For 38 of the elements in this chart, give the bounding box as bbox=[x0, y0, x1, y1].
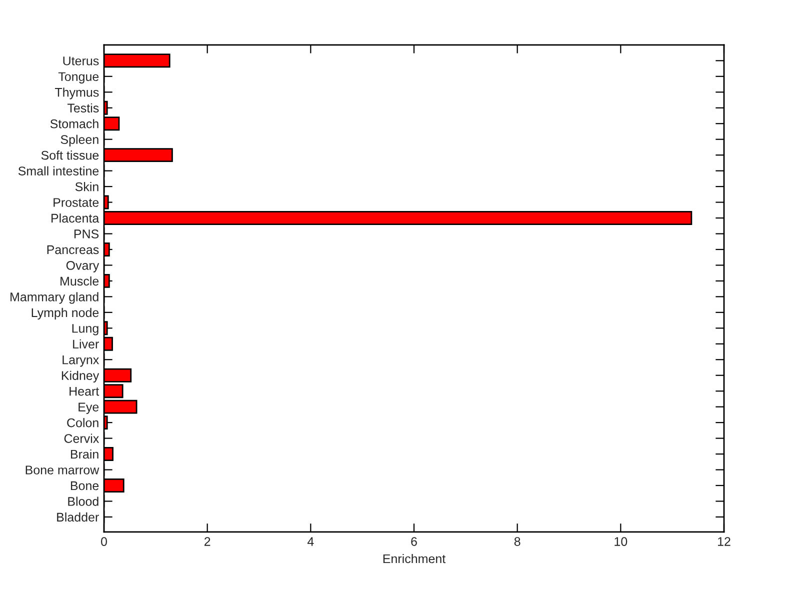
y-tick-label: Kidney bbox=[62, 370, 100, 382]
y-tick-label: Soft tissue bbox=[41, 150, 99, 160]
y-tick-label: Cervix bbox=[64, 434, 100, 443]
y-tick-label: Small intestine bbox=[18, 166, 99, 176]
x-tick-label: 0 bbox=[101, 537, 107, 546]
y-tick-label: Lymph node bbox=[32, 308, 99, 320]
y-tick-label: Liver bbox=[73, 339, 99, 349]
x-tick-label: 4 bbox=[307, 537, 314, 546]
x-tick-label: 12 bbox=[718, 537, 730, 546]
y-tick-label: Bone marrow bbox=[26, 466, 100, 474]
x-tick-label: 6 bbox=[411, 537, 417, 546]
y-tick-label: PNS bbox=[74, 230, 99, 238]
y-tick-label: Uterus bbox=[63, 56, 99, 66]
y-tick-label: Spleen bbox=[60, 134, 98, 146]
x-axis-title: Enrichment bbox=[383, 554, 446, 564]
y-tick-label: Thymus bbox=[54, 88, 99, 100]
x-tick-label: 2 bbox=[204, 537, 210, 546]
x-tick-label: 10 bbox=[614, 537, 628, 546]
y-tick-label: Colon bbox=[67, 418, 98, 428]
y-tick-label: Bone bbox=[70, 481, 99, 490]
y-tick-label: Blood bbox=[68, 496, 98, 506]
x-tick-label: 8 bbox=[514, 537, 520, 546]
y-tick-label: Pancreas bbox=[47, 245, 99, 254]
y-tick-label: Stomach bbox=[50, 119, 98, 128]
y-tick-label: Skin bbox=[75, 182, 98, 192]
y-tick-label: Placenta bbox=[52, 213, 100, 223]
y-tick-label: Bladder bbox=[57, 512, 99, 522]
y-tick-label: Mammary gland bbox=[10, 292, 98, 304]
y-tick-label: Eye bbox=[78, 402, 99, 414]
y-tick-label: Ovary bbox=[66, 261, 100, 272]
y-tick-label: Muscle bbox=[60, 276, 99, 286]
y-tick-label: Testis bbox=[67, 103, 99, 113]
y-tick-label: Larynx bbox=[62, 356, 100, 367]
y-tick-label: Brain bbox=[70, 449, 98, 459]
y-tick-label: Tongue bbox=[58, 72, 99, 84]
y-tick-label: Prostate bbox=[54, 198, 99, 207]
y-tick-label: Heart bbox=[70, 387, 100, 396]
y-tick-label: Lung bbox=[72, 324, 98, 336]
